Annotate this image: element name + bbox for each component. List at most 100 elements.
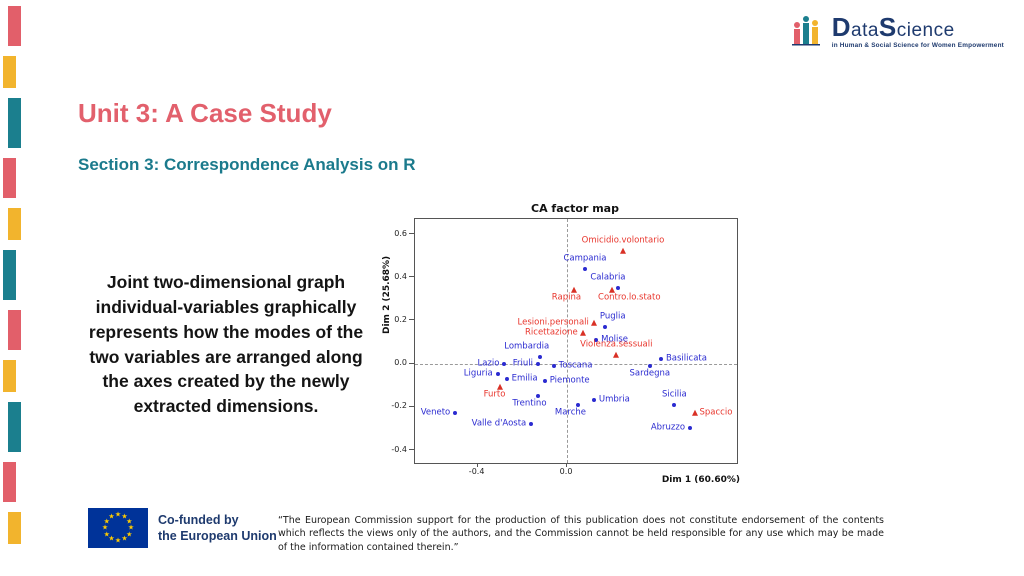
data-point-regions [591, 398, 596, 403]
point-label: Piemonte [549, 375, 590, 386]
data-point-regions [535, 394, 540, 399]
point-label: Basilicata [665, 353, 707, 364]
point-label: Molise [601, 334, 629, 345]
eu-cofunded-label: Co-funded by the European Union [158, 512, 277, 545]
eu-star: ★ [126, 518, 133, 525]
eu-star: ★ [127, 524, 135, 532]
x-axis-label: Dim 1 (60.60%) [661, 475, 740, 485]
data-point-crimes [570, 286, 577, 293]
eu-star: ★ [108, 535, 115, 543]
point-label: Valle d'Aosta [471, 418, 527, 429]
point-label: Lazio [477, 358, 500, 368]
point-label: Sardegna [629, 368, 671, 379]
eu-star: ★ [108, 513, 115, 521]
data-point-regions [603, 324, 608, 329]
point-label: Veneto [420, 407, 451, 418]
brand-tagline: in Human & Social Science for Women Empo… [831, 42, 1004, 49]
section-heading: Section 3: Correspondence Analysis on R [78, 155, 416, 174]
point-label: Abruzzo [650, 422, 686, 433]
point-label: Calabria [590, 272, 626, 283]
eu-star: ★ [103, 531, 110, 538]
data-point-crimes [590, 319, 597, 326]
eu-star: ★ [101, 524, 109, 532]
decor-block [8, 6, 21, 46]
x-tick-mark [566, 463, 568, 467]
x-tick-mark [476, 463, 478, 467]
point-label: Contro.lo.stato [598, 292, 661, 303]
data-point-regions [688, 426, 693, 431]
data-point-regions [582, 266, 587, 271]
eu-star: ★ [121, 535, 128, 543]
data-point-regions [658, 357, 663, 362]
decor-block [8, 208, 21, 240]
y-tick-label: -0.4 [391, 444, 407, 454]
zero-x-dashed-line [567, 219, 569, 463]
point-label: Campania [563, 253, 607, 264]
point-label: Spaccio [699, 407, 733, 418]
eu-flag: ★ ★ ★ ★ ★ ★ ★ ★ ★ ★ ★ ★ [88, 508, 148, 548]
y-tick-label: 0.4 [394, 271, 407, 281]
data-point-crimes [619, 248, 626, 255]
eu-cofunded-line2: the European Union [158, 529, 277, 544]
body-paragraph: Joint two-dimensional graph individual-v… [88, 272, 364, 417]
data-point-regions [647, 363, 652, 368]
eu-star: ★ [121, 513, 128, 521]
plot-area: Campania Calabria Puglia Molise Basilicata Sa… [414, 218, 738, 464]
point-label: Lesioni.personali [517, 316, 589, 327]
point-label: Toscana [558, 360, 593, 371]
chart-title: CA factor map [531, 202, 619, 215]
y-tick-mark [409, 276, 414, 278]
y-tick-label: 0.2 [394, 314, 407, 324]
brand-name: DataScience [832, 14, 1004, 40]
point-label: Emilia [511, 373, 538, 384]
data-point-regions [502, 361, 507, 366]
x-tick-label: -0.4 [468, 467, 485, 476]
point-label: Lombardia [504, 341, 550, 352]
data-point-regions [594, 337, 599, 342]
point-label: Omicidio.volontario [581, 235, 665, 246]
point-label: Trentino [512, 398, 547, 409]
point-label: Liguria [463, 368, 493, 379]
point-label: Puglia [599, 311, 626, 322]
datascience-logo: DataScience in Human & Social Science fo… [788, 14, 1004, 49]
y-tick-mark [409, 449, 414, 451]
eu-star: ★ [126, 531, 133, 538]
y-tick-label: 0.6 [394, 228, 407, 238]
decor-block [3, 250, 16, 300]
data-point-regions [529, 422, 534, 427]
disclaimer-text: “The European Commission support for the… [278, 515, 884, 553]
data-point-regions [504, 376, 509, 381]
datascience-logo-icon [791, 16, 820, 46]
data-point-regions [535, 361, 540, 366]
point-label: Marche [554, 407, 587, 418]
data-point-regions [542, 378, 547, 383]
decor-block [3, 158, 16, 198]
brand-cience: cience [896, 20, 955, 41]
y-tick-label: -0.2 [391, 401, 407, 411]
eu-cofunded-line1: Co-funded by [158, 513, 239, 527]
point-label: Umbria [598, 394, 630, 405]
eu-star: ★ [103, 518, 110, 525]
decor-block [8, 512, 21, 544]
y-tick-label: 0.0 [394, 358, 407, 368]
data-point-crimes [613, 351, 620, 358]
point-label: Sicilia [662, 389, 687, 400]
decor-block [3, 360, 16, 392]
data-point-regions [576, 402, 581, 407]
decor-block [3, 462, 16, 502]
brand-ata: ata [851, 20, 879, 41]
data-point-crimes [691, 410, 698, 417]
data-point-crimes [608, 286, 615, 293]
zero-y-dashed-line [415, 363, 737, 365]
data-point-regions [495, 372, 500, 377]
x-tick-label: 0.0 [559, 467, 573, 476]
y-tick-mark [409, 233, 414, 235]
point-label: Ricettazione [525, 327, 578, 338]
decor-block [8, 310, 21, 350]
data-point-regions [616, 286, 621, 291]
point-label: Violenza.sessuali [580, 339, 653, 350]
brand-letter-s: S [878, 12, 897, 42]
ca-factor-map-chart: CA factor map Dim 2 (25.68%) Campania Cal… [378, 202, 742, 498]
point-label: Rapina [551, 292, 582, 303]
